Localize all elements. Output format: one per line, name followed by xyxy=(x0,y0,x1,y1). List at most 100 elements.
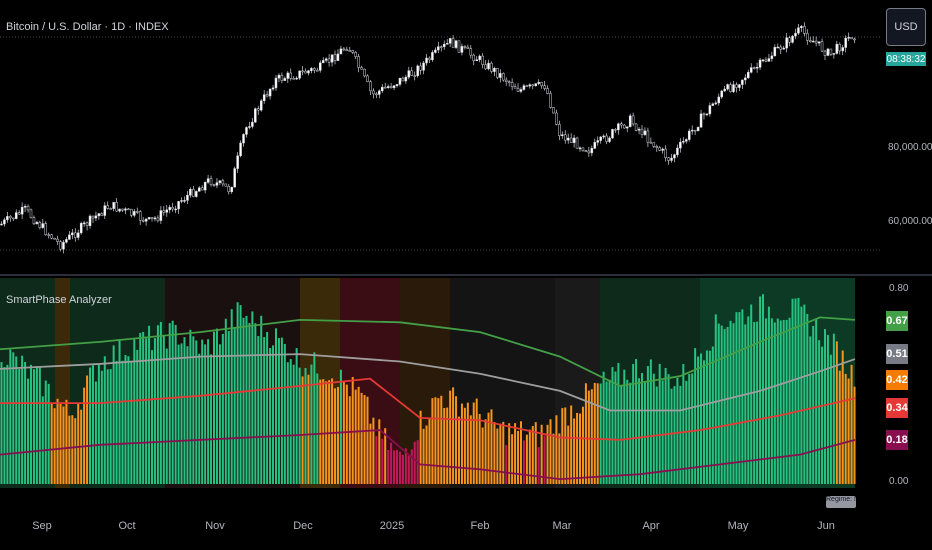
candle-body xyxy=(221,180,225,185)
candle-body xyxy=(478,55,481,60)
indicator-bar xyxy=(142,331,145,484)
candle-body xyxy=(555,112,558,125)
candle-body xyxy=(499,73,502,78)
time-label-mar: Mar xyxy=(552,520,572,532)
candle-body xyxy=(313,68,316,71)
candle-body xyxy=(853,38,856,41)
candle-body xyxy=(649,141,653,144)
indicator-bar xyxy=(829,354,832,484)
candle-body xyxy=(664,148,667,158)
candle-body xyxy=(611,129,614,139)
indicator-bar xyxy=(145,338,148,484)
candle-body xyxy=(100,213,104,216)
candle-body xyxy=(183,200,186,202)
indicator-bar xyxy=(522,440,525,484)
candle-body xyxy=(224,183,228,187)
candle-body xyxy=(522,85,526,90)
indicator-bar xyxy=(782,319,785,484)
candle-body xyxy=(826,48,830,56)
candle-body xyxy=(744,77,747,81)
indicator-bar xyxy=(53,408,56,484)
indicator-bar xyxy=(552,433,555,484)
candle-body xyxy=(832,53,836,55)
candle-body xyxy=(699,113,703,128)
candle-body xyxy=(118,208,121,212)
candle-body xyxy=(91,215,95,219)
candle-body xyxy=(708,105,712,115)
indicator-bar xyxy=(623,369,626,484)
candle-body xyxy=(3,219,6,225)
indicator-bar xyxy=(77,403,80,484)
currency-button[interactable]: USD xyxy=(886,8,926,46)
indicator-bar xyxy=(357,386,360,484)
indicator-bar xyxy=(705,350,708,484)
indicator-bar xyxy=(463,407,466,484)
candle-body xyxy=(581,147,585,151)
indicator-bar xyxy=(844,373,847,484)
candle-body xyxy=(289,72,292,79)
indicator-bar xyxy=(729,320,732,484)
indicator-bar xyxy=(153,338,156,484)
candle-body xyxy=(791,35,794,43)
candle-body xyxy=(614,129,617,131)
indicator-bar xyxy=(251,311,254,484)
indicator-bar xyxy=(334,388,337,484)
indicator-bar xyxy=(747,316,750,484)
candle-body xyxy=(130,208,133,216)
candle-body xyxy=(389,86,393,88)
candle-body xyxy=(383,86,387,89)
indicator-bar xyxy=(328,380,331,484)
candle-body xyxy=(144,218,148,222)
candle-body xyxy=(835,44,839,54)
candle-body xyxy=(357,56,360,68)
indicator-bar xyxy=(112,345,115,484)
candle-body xyxy=(735,84,738,88)
indicator-bar xyxy=(543,435,546,484)
candle-body xyxy=(333,54,337,61)
candle-body xyxy=(62,241,65,250)
indicator-bar xyxy=(422,428,425,484)
indicator-bar xyxy=(133,339,136,484)
indicator-bar xyxy=(581,406,584,484)
candle-body xyxy=(770,55,774,59)
candle-body xyxy=(705,113,709,116)
indicator-bar xyxy=(106,369,109,484)
indicator-bar xyxy=(32,369,35,484)
indicator-bar xyxy=(18,368,21,484)
candle-body xyxy=(537,81,540,84)
indicator-bar xyxy=(38,367,41,484)
indicator-bar xyxy=(354,389,357,484)
indicator-bar xyxy=(239,305,242,484)
time-label-dec: Dec xyxy=(293,520,313,532)
indicator-bar xyxy=(514,423,517,484)
indicator-bar xyxy=(838,370,841,484)
candle-body xyxy=(242,134,245,144)
indicator-bar xyxy=(372,417,375,484)
candle-body xyxy=(165,209,169,213)
candle-body xyxy=(354,52,357,57)
indicator-bar xyxy=(667,374,670,484)
indicator-bar xyxy=(103,356,106,484)
indicator-bar xyxy=(779,320,782,484)
candle-body xyxy=(339,48,343,55)
candle-body xyxy=(599,136,602,141)
indicator-bar xyxy=(726,326,729,484)
candle-body xyxy=(85,222,89,226)
indicator-bar xyxy=(750,304,753,484)
candle-body xyxy=(301,70,304,73)
indicator-bar xyxy=(65,399,68,484)
candle-body xyxy=(487,62,490,70)
indicator-bar xyxy=(301,376,304,484)
indicator-bar xyxy=(21,355,24,484)
candle-body xyxy=(752,67,756,69)
indicator-bar xyxy=(773,322,776,484)
candle-body xyxy=(531,84,535,87)
candle-body xyxy=(720,90,723,98)
indicator-bar xyxy=(83,387,86,484)
indicator-bar xyxy=(204,344,207,484)
indicator-bar xyxy=(390,442,393,484)
indicator-bar xyxy=(803,304,806,484)
candle-body xyxy=(56,238,59,242)
candle-body xyxy=(528,84,532,87)
